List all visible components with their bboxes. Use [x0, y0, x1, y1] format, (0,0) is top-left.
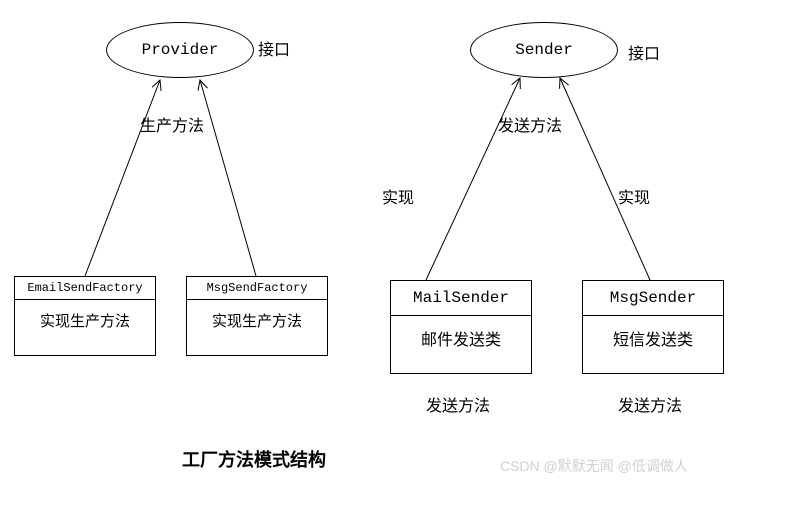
edge-msgsendfactory-provider — [200, 80, 256, 276]
node-msgsender: MsgSender 短信发送类 — [582, 280, 724, 374]
node-mailsender: MailSender 邮件发送类 — [390, 280, 532, 374]
node-sender-label: Sender — [515, 41, 573, 59]
edge-mailsender-sender — [426, 78, 520, 280]
node-sender-side-label: 接口 — [628, 40, 660, 64]
edge-msgsender-sender — [560, 78, 650, 280]
edge-label-produce-method: 生产方法 — [140, 112, 204, 136]
node-msgsender-title: MsgSender — [583, 281, 723, 316]
edge-emailsendfactory-provider — [85, 80, 160, 276]
node-provider: Provider — [106, 22, 254, 78]
node-msgsendfactory-title: MsgSendFactory — [187, 277, 327, 300]
node-mailsender-title: MailSender — [391, 281, 531, 316]
node-mailsender-body: 邮件发送类 — [391, 316, 531, 360]
node-emailsendfactory-body: 实现生产方法 — [15, 300, 155, 341]
edge-label-implement-left: 实现 — [382, 184, 414, 208]
edge-label-send-method: 发送方法 — [498, 112, 562, 136]
node-mailsender-below-label: 发送方法 — [426, 392, 490, 416]
node-emailsendfactory: EmailSendFactory 实现生产方法 — [14, 276, 156, 356]
node-msgsendfactory-body: 实现生产方法 — [187, 300, 327, 341]
node-msgsender-below-label: 发送方法 — [618, 392, 682, 416]
node-emailsendfactory-title: EmailSendFactory — [15, 277, 155, 300]
diagram-title: 工厂方法模式结构 — [182, 446, 326, 472]
node-provider-label: Provider — [142, 41, 219, 59]
node-provider-side-label: 接口 — [258, 36, 290, 60]
edge-label-implement-right: 实现 — [618, 184, 650, 208]
watermark: CSDN @默默无闻 @低调做人 — [500, 456, 688, 476]
node-msgsender-body: 短信发送类 — [583, 316, 723, 360]
node-msgsendfactory: MsgSendFactory 实现生产方法 — [186, 276, 328, 356]
arrows-layer — [0, 0, 787, 509]
node-sender: Sender — [470, 22, 618, 78]
